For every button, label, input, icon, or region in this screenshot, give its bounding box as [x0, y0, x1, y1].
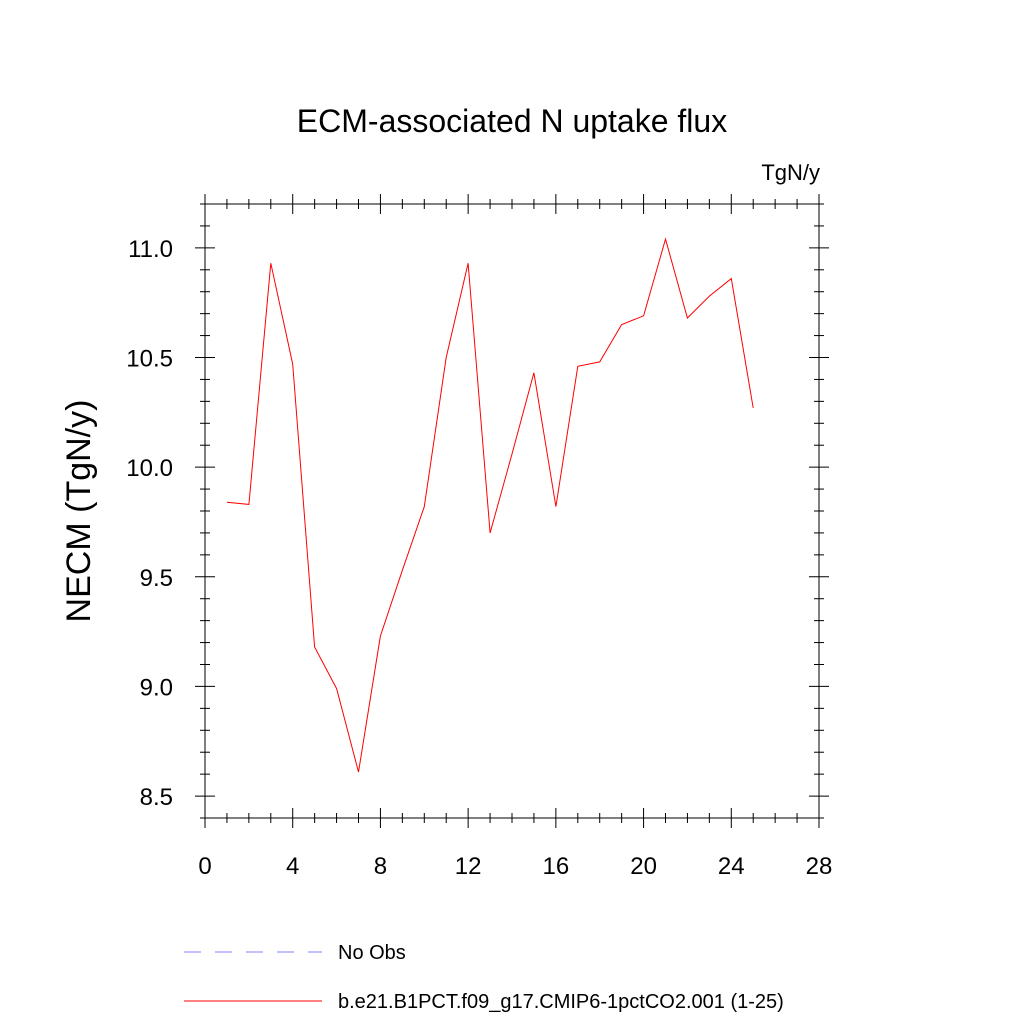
units-label: TgN/y — [761, 160, 820, 185]
y-tick-label: 8.5 — [140, 784, 173, 811]
series-line — [226, 237, 754, 773]
x-tick-label: 4 — [286, 853, 299, 880]
x-tick-labels: 0 4 8 12 16 20 24 28 — [198, 853, 832, 880]
x-tick-label: 24 — [718, 853, 745, 880]
x-tick-label: 16 — [543, 853, 570, 880]
plot-frame — [204, 203, 820, 819]
x-tick-label: 12 — [455, 853, 482, 880]
y-axis-label: NECM (TgN/y) — [60, 400, 98, 623]
y-tick-label: 11.0 — [128, 236, 173, 263]
y-tick-label: 9.0 — [140, 674, 173, 701]
y-tick-label: 10.0 — [126, 455, 173, 482]
legend: No Obs b.e21.B1PCT.f09_g17.CMIP6-1pctCO2.… — [184, 942, 784, 1013]
y-tick-labels: 8.5 9.0 9.5 10.0 10.5 11.0 — [126, 236, 173, 811]
x-tick-label: 0 — [198, 853, 211, 880]
x-tick-label: 8 — [374, 853, 387, 880]
y-tick-label: 9.5 — [140, 565, 173, 592]
x-tick-label: 20 — [630, 853, 657, 880]
chart-title: ECM-associated N uptake flux — [297, 103, 727, 139]
minor-ticks — [200, 199, 824, 823]
major-ticks — [195, 194, 829, 828]
x-tick-label: 28 — [806, 853, 833, 880]
y-tick-label: 10.5 — [126, 346, 173, 373]
legend-label: No Obs — [338, 942, 406, 964]
series-layer — [226, 237, 754, 773]
legend-label: b.e21.B1PCT.f09_g17.CMIP6-1pctCO2.001 (1… — [338, 991, 784, 1013]
